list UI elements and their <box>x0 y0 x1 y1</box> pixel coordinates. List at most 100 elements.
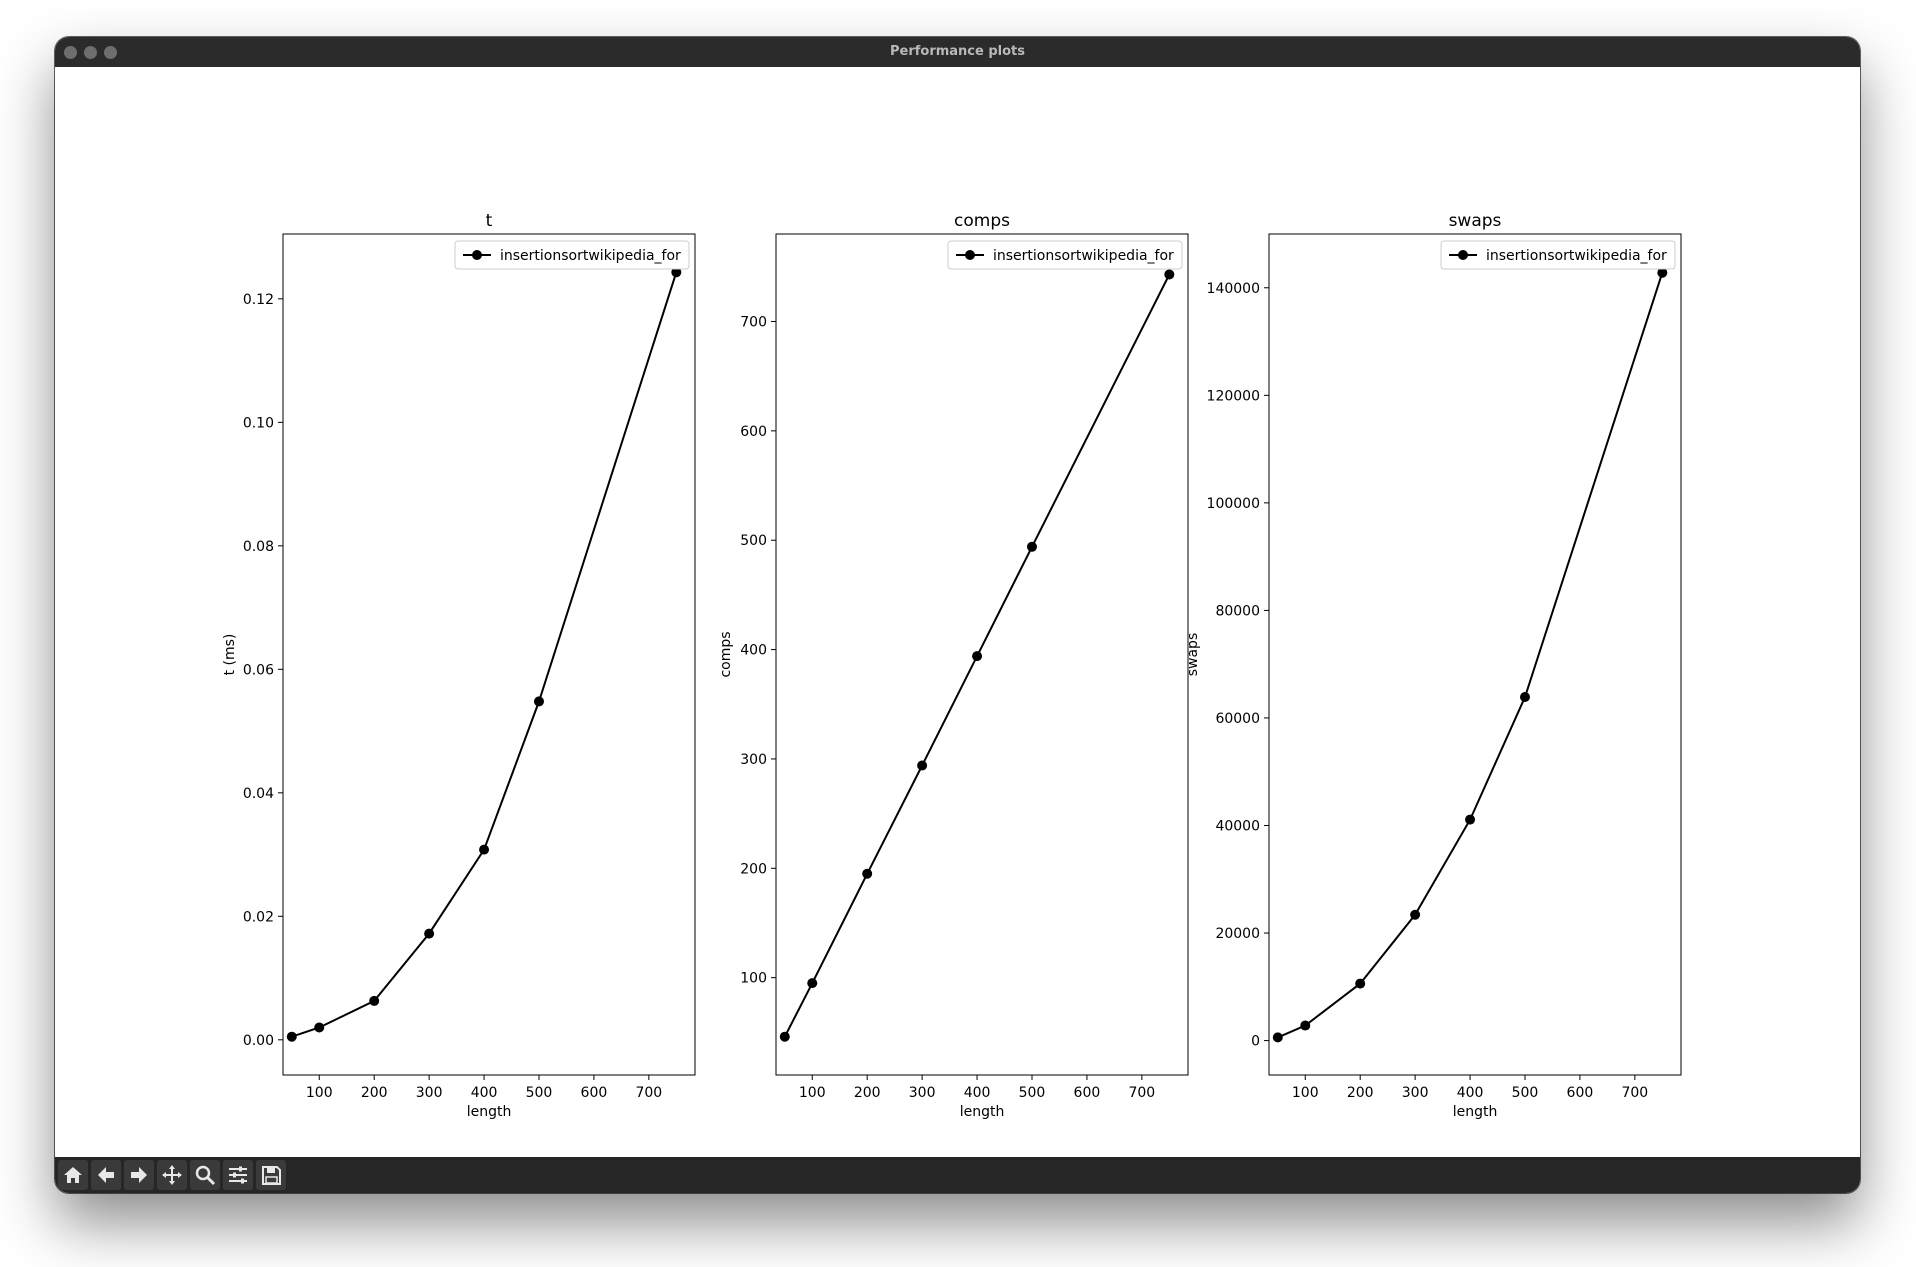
x-tick-label: 400 <box>1457 1085 1484 1101</box>
y-tick-label: 20000 <box>1215 926 1260 942</box>
y-tick-label: 80000 <box>1215 603 1260 619</box>
y-tick-label: 0 <box>1251 1034 1260 1050</box>
x-axis-label: length <box>960 1104 1005 1120</box>
pan-button[interactable] <box>157 1160 187 1190</box>
x-tick-label: 300 <box>416 1085 443 1101</box>
y-tick-label: 60000 <box>1215 711 1260 727</box>
y-tick-label: 40000 <box>1215 818 1260 834</box>
y-tick-label: 0.08 <box>243 539 274 555</box>
save-icon <box>262 1166 281 1185</box>
y-tick-label: 100000 <box>1207 496 1260 512</box>
axes-frame <box>1268 233 1682 1076</box>
y-tick-label: 100 <box>740 971 767 987</box>
legend-box <box>454 240 690 270</box>
x-tick-label: 300 <box>1402 1085 1429 1101</box>
x-tick-label: 600 <box>1074 1085 1101 1101</box>
configure-subplots-button[interactable] <box>223 1160 253 1190</box>
data-point <box>807 978 818 989</box>
minimize-window-button[interactable] <box>84 46 97 59</box>
y-tick-label: 300 <box>740 752 767 768</box>
data-point <box>1657 267 1668 278</box>
back-arrow-icon <box>98 1167 114 1183</box>
data-point <box>1355 978 1366 989</box>
legend-label: insertionsortwikipedia_for <box>500 248 681 264</box>
data-point <box>479 844 490 855</box>
x-tick-label: 500 <box>526 1085 553 1101</box>
figure-svg: 100 200 300 400 500 600 700 0.00 0.02 0.04 0.06 0.0… <box>222 211 1682 1120</box>
x-axis-label: length <box>1453 1104 1498 1120</box>
subplot-1: 100 200 300 400 500 600 700 0.00 0.02 0.04 0.06 0.0… <box>222 211 696 1120</box>
legend-box <box>1440 240 1676 270</box>
x-tick-label: 700 <box>635 1085 662 1101</box>
y-tick-label: 200 <box>740 861 767 877</box>
zoom-button[interactable] <box>190 1160 220 1190</box>
data-point <box>862 868 873 879</box>
data-point <box>424 928 435 939</box>
y-tick-label: 0.12 <box>243 292 274 308</box>
x-tick-label: 300 <box>909 1085 936 1101</box>
forward-arrow-icon <box>131 1167 147 1183</box>
x-tick-label: 200 <box>361 1085 388 1101</box>
y-tick-label: 600 <box>740 424 767 440</box>
data-point <box>972 651 983 662</box>
legend-marker <box>1458 250 1468 260</box>
y-tick-label: 0.06 <box>243 662 274 678</box>
subplot-3: 100 200 300 400 500 600 700 0 20000 40000 60000 800… <box>1185 211 1682 1120</box>
home-button[interactable] <box>58 1160 88 1190</box>
subplot-2: 100 200 300 400 500 600 700 100 200 300 400 500 600 7… <box>718 211 1189 1120</box>
x-tick-label: 500 <box>1019 1085 1046 1101</box>
zoom-window-button[interactable] <box>104 46 117 59</box>
forward-button[interactable] <box>124 1160 154 1190</box>
back-button[interactable] <box>91 1160 121 1190</box>
window-title: Performance plots <box>889 44 1026 59</box>
data-point <box>1519 691 1530 702</box>
data-point <box>533 696 544 707</box>
home-icon <box>64 1167 82 1183</box>
figure-canvas[interactable]: 100 200 300 400 500 600 700 0.00 0.02 0.04 0.06 0.0… <box>55 67 1860 1127</box>
y-tick-label: 0.02 <box>243 909 274 925</box>
data-point <box>671 267 682 278</box>
chart-title: t <box>486 211 493 231</box>
chart-title: swaps <box>1449 211 1502 231</box>
y-axis-label: swaps <box>1185 633 1201 677</box>
data-point <box>1272 1032 1283 1043</box>
x-tick-label: 100 <box>1292 1085 1319 1101</box>
x-tick-label: 600 <box>1567 1085 1594 1101</box>
legend-marker <box>965 250 975 260</box>
data-point <box>779 1031 790 1042</box>
y-tick-label: 400 <box>740 643 767 659</box>
y-tick-label: 140000 <box>1207 281 1260 297</box>
x-axis-label: length <box>467 1104 512 1120</box>
legend-box <box>947 240 1183 270</box>
data-point <box>917 760 928 771</box>
legend-label: insertionsortwikipedia_for <box>993 248 1174 264</box>
navigation-toolbar <box>55 1157 1860 1193</box>
data-point <box>1026 541 1037 552</box>
y-tick-label: 500 <box>740 533 767 549</box>
save-button[interactable] <box>256 1160 286 1190</box>
data-point <box>1465 814 1476 825</box>
x-tick-label: 200 <box>854 1085 881 1101</box>
x-tick-label: 700 <box>1621 1085 1648 1101</box>
y-axis-label: t (ms) <box>222 634 238 676</box>
data-point <box>286 1031 297 1042</box>
x-tick-label: 600 <box>581 1085 608 1101</box>
legend-label: insertionsortwikipedia_for <box>1486 248 1667 264</box>
x-tick-label: 200 <box>1347 1085 1374 1101</box>
close-window-button[interactable] <box>64 46 77 59</box>
title-bar[interactable]: Performance plots <box>55 37 1860 68</box>
y-axis-label: comps <box>718 631 734 677</box>
data-point <box>1300 1020 1311 1031</box>
x-tick-label: 500 <box>1512 1085 1539 1101</box>
y-tick-label: 120000 <box>1207 388 1260 404</box>
axes-frame <box>282 233 696 1076</box>
data-point <box>1410 909 1421 920</box>
y-tick-label: 0.04 <box>243 786 274 802</box>
x-tick-label: 100 <box>306 1085 333 1101</box>
configure-subplots-icon <box>229 1166 247 1184</box>
data-point <box>1164 269 1175 280</box>
y-tick-label: 700 <box>740 314 767 330</box>
matplotlib-window: Performance plots 100 200 300 400 500 600 700 0… <box>55 37 1860 1193</box>
x-tick-label: 400 <box>471 1085 498 1101</box>
x-tick-label: 100 <box>799 1085 826 1101</box>
